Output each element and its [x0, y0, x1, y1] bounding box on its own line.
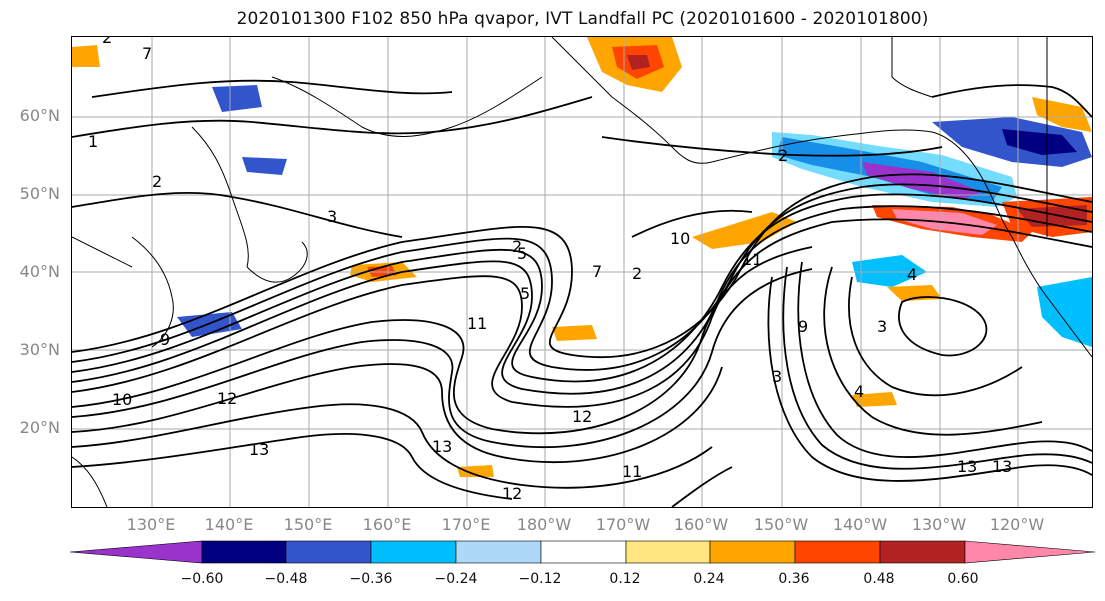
- contour-label: 13: [249, 440, 269, 459]
- colorbar-segment: [540, 540, 627, 564]
- negative-anomaly-gulf-core: [862, 162, 982, 199]
- longitude-label: 180°W: [516, 515, 572, 534]
- colorbar-tick-label: 0.36: [778, 571, 810, 587]
- contour-label: 3: [327, 207, 337, 226]
- longitude-label: 160°W: [673, 515, 729, 534]
- contour-label: 12: [502, 484, 522, 503]
- positive-anomaly-jet: [692, 212, 797, 249]
- colorbar-segment: [201, 540, 287, 564]
- longitude-label: 170°W: [595, 515, 651, 534]
- contour-label: 10: [670, 229, 690, 248]
- colorbar-segment: [709, 540, 796, 564]
- contour-label: 13: [432, 437, 452, 456]
- contour-label: 9: [798, 317, 808, 336]
- colorbar-tick-label: 0.12: [609, 571, 641, 587]
- colorbar-tick-label: −0.36: [349, 571, 393, 587]
- contour-lines: [72, 79, 1092, 507]
- contour-label: 5: [517, 244, 527, 263]
- contour-labels: 2123257521011910111213121311121339344137…: [88, 37, 1012, 503]
- negative-anomaly-bering: [212, 85, 262, 112]
- map-panel[interactable]: 2 1 2 3 2 5 7 5 2 10 11 9 10 11 12 13 12 13 11 12 13 3 9 3 4 4 13 7…: [71, 36, 1093, 508]
- negative-anomaly-se-edge: [1037, 277, 1092, 347]
- negative-anomaly-japan: [177, 312, 242, 337]
- contour-label: 12: [217, 389, 237, 408]
- longitude-label: 140°W: [832, 515, 888, 534]
- colorbar-tick-label: 0.48: [863, 571, 895, 587]
- contour-label: 9: [160, 330, 170, 349]
- latitude-label: 20°N: [19, 418, 60, 437]
- coastlines: [72, 37, 1092, 507]
- longitude-label: 120°W: [989, 515, 1045, 534]
- contour-label: 13: [957, 457, 977, 476]
- negative-anomaly-kamchatka: [242, 157, 287, 175]
- contour-label: 2: [512, 237, 522, 256]
- latitude-label: 30°N: [19, 340, 60, 359]
- colorbar-segment: [370, 540, 457, 564]
- longitude-label: 170°E: [441, 515, 491, 534]
- longitude-label: 150°E: [283, 515, 333, 534]
- contour-label: 11: [467, 314, 487, 333]
- figure-title: 2020101300 F102 850 hPa qvapor, IVT Land…: [236, 9, 929, 29]
- latitude-label: 40°N: [19, 262, 60, 281]
- contour-label: 7: [142, 44, 152, 63]
- colorbar-tick-label: 0.60: [947, 571, 979, 587]
- contour-label: 13: [992, 457, 1012, 476]
- contour-label: 7: [592, 262, 602, 281]
- longitude-label: 150°W: [753, 515, 809, 534]
- negative-anomaly-bc-core: [1002, 129, 1077, 155]
- contour-label: 2: [632, 264, 642, 283]
- map-canvas: 2123257521011910111213121311121339344137…: [72, 37, 1092, 507]
- contour-label: 4: [854, 382, 864, 401]
- colorbar-tick-label: 0.24: [693, 571, 725, 587]
- positive-anomaly-south: [457, 465, 494, 477]
- colorbar-segment: [879, 540, 966, 564]
- colorbar-tick-label: −0.48: [264, 571, 308, 587]
- colorbar-segment: [964, 540, 1095, 564]
- contour-label: 2: [778, 146, 788, 165]
- colorbar-tick-label: −0.60: [180, 571, 224, 587]
- longitude-label: 140°E: [204, 515, 254, 534]
- negative-anomaly-ne-pac: [852, 255, 927, 287]
- colorbar-segment: [794, 540, 881, 564]
- longitude-label: 130°W: [911, 515, 967, 534]
- positive-anomaly-alaska-max: [627, 55, 650, 70]
- colorbar-tick-label: −0.12: [518, 571, 562, 587]
- contour-label: 10: [112, 390, 132, 409]
- colorbar: [70, 540, 1095, 564]
- positive-anomaly-subtropics: [552, 325, 597, 341]
- colorbar-segment: [455, 540, 542, 564]
- positive-anomaly-hawaii: [852, 392, 897, 407]
- lat-lon-grid: [72, 37, 1092, 507]
- colorbar-segment: [285, 540, 372, 564]
- colorbar-segment: [70, 540, 203, 564]
- contour-label: 3: [772, 367, 782, 386]
- longitude-label: 130°E: [126, 515, 176, 534]
- contour-label: 3: [877, 317, 887, 336]
- contour-label: 5: [520, 284, 530, 303]
- contour-label: 2: [152, 172, 162, 191]
- positive-anomaly-west-edge: [72, 45, 100, 67]
- contour-label: 4: [907, 265, 917, 284]
- contour-label: 1: [88, 132, 98, 151]
- colorbar-segment: [625, 540, 711, 564]
- longitude-label: 160°E: [362, 515, 412, 534]
- contour-label: 11: [622, 462, 642, 481]
- contour-label: 2: [102, 37, 112, 47]
- colorbar-tick-label: −0.24: [434, 571, 478, 587]
- latitude-label: 50°N: [19, 184, 60, 203]
- latitude-label: 60°N: [19, 106, 60, 125]
- contour-label: 11: [742, 250, 762, 269]
- contour-label: 12: [572, 407, 592, 426]
